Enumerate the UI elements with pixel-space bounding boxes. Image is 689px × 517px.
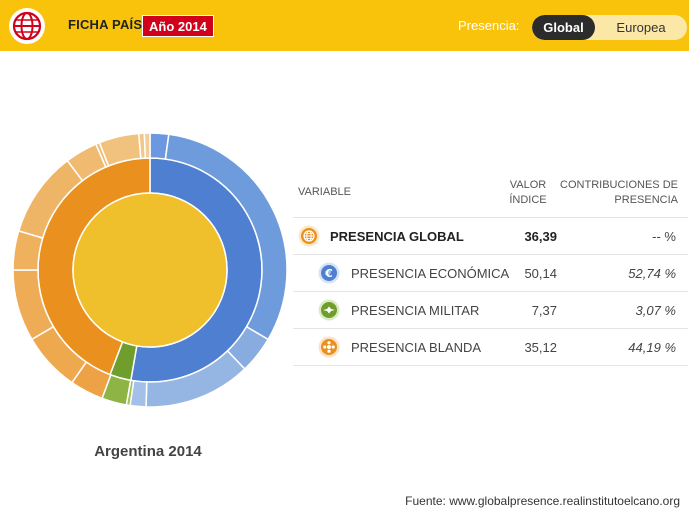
source-footer: Fuente: www.globalpresence.realinstituto…	[405, 494, 680, 508]
row-label: PRESENCIA GLOBAL	[330, 229, 464, 244]
table-row-presencia-economica[interactable]: € PRESENCIA ECONÓMICA 50,14 52,74 %	[293, 255, 688, 292]
header-valor: VALOR ÍNDICE	[509, 179, 547, 206]
toggle-global-button[interactable]: Global	[532, 15, 595, 40]
presence-label: Presencia:	[458, 18, 520, 33]
row-contribution: 52,74 %	[628, 266, 676, 281]
row-label: PRESENCIA BLANDA	[351, 340, 482, 355]
row-contribution: -- %	[652, 229, 676, 244]
row-label: PRESENCIA MILITAR	[351, 303, 480, 318]
table-row-presencia-global[interactable]: PRESENCIA GLOBAL 36,39 -- %	[293, 218, 688, 255]
globe-icon	[298, 225, 320, 247]
chart-title: Argentina 2014	[94, 443, 202, 460]
center-circle[interactable]	[72, 192, 228, 348]
svg-text:€: €	[324, 267, 333, 280]
header-contribuciones: CONTRIBUCIONES DE PRESENCIA	[560, 179, 678, 206]
globe-logo-icon	[12, 11, 42, 41]
soft-power-icon	[318, 336, 340, 358]
row-contribution: 3,07 %	[635, 303, 676, 318]
row-value: 50,14	[524, 266, 557, 281]
military-icon	[318, 299, 340, 321]
logo	[9, 8, 45, 44]
table-row-presencia-blanda[interactable]: PRESENCIA BLANDA 35,12 44,19 %	[293, 329, 688, 366]
sunburst-chart	[12, 132, 288, 408]
row-value: 35,12	[524, 340, 557, 355]
header-bar: FICHA PAÍS Año 2014 Presencia: Global Eu…	[0, 0, 689, 51]
outer-segment-16[interactable]	[143, 132, 151, 159]
table-header: VARIABLE VALOR ÍNDICE CONTRIBUCIONES DE …	[293, 170, 688, 218]
euro-icon: €	[318, 262, 340, 284]
presence-toggle[interactable]: Global Europea	[532, 15, 687, 40]
presence-table: VARIABLE VALOR ÍNDICE CONTRIBUCIONES DE …	[293, 170, 688, 366]
row-label: PRESENCIA ECONÓMICA	[351, 266, 510, 281]
table-row-presencia-militar[interactable]: PRESENCIA MILITAR 7,37 3,07 %	[293, 292, 688, 329]
row-contribution: 44,19 %	[628, 340, 676, 355]
page-title: FICHA PAÍS	[68, 17, 143, 32]
row-value: 7,37	[531, 303, 557, 318]
toggle-europea-button[interactable]: Europea	[616, 20, 666, 35]
header-variable: VARIABLE	[298, 186, 351, 198]
row-value: 36,39	[524, 229, 557, 244]
year-badge: Año 2014	[142, 15, 214, 37]
